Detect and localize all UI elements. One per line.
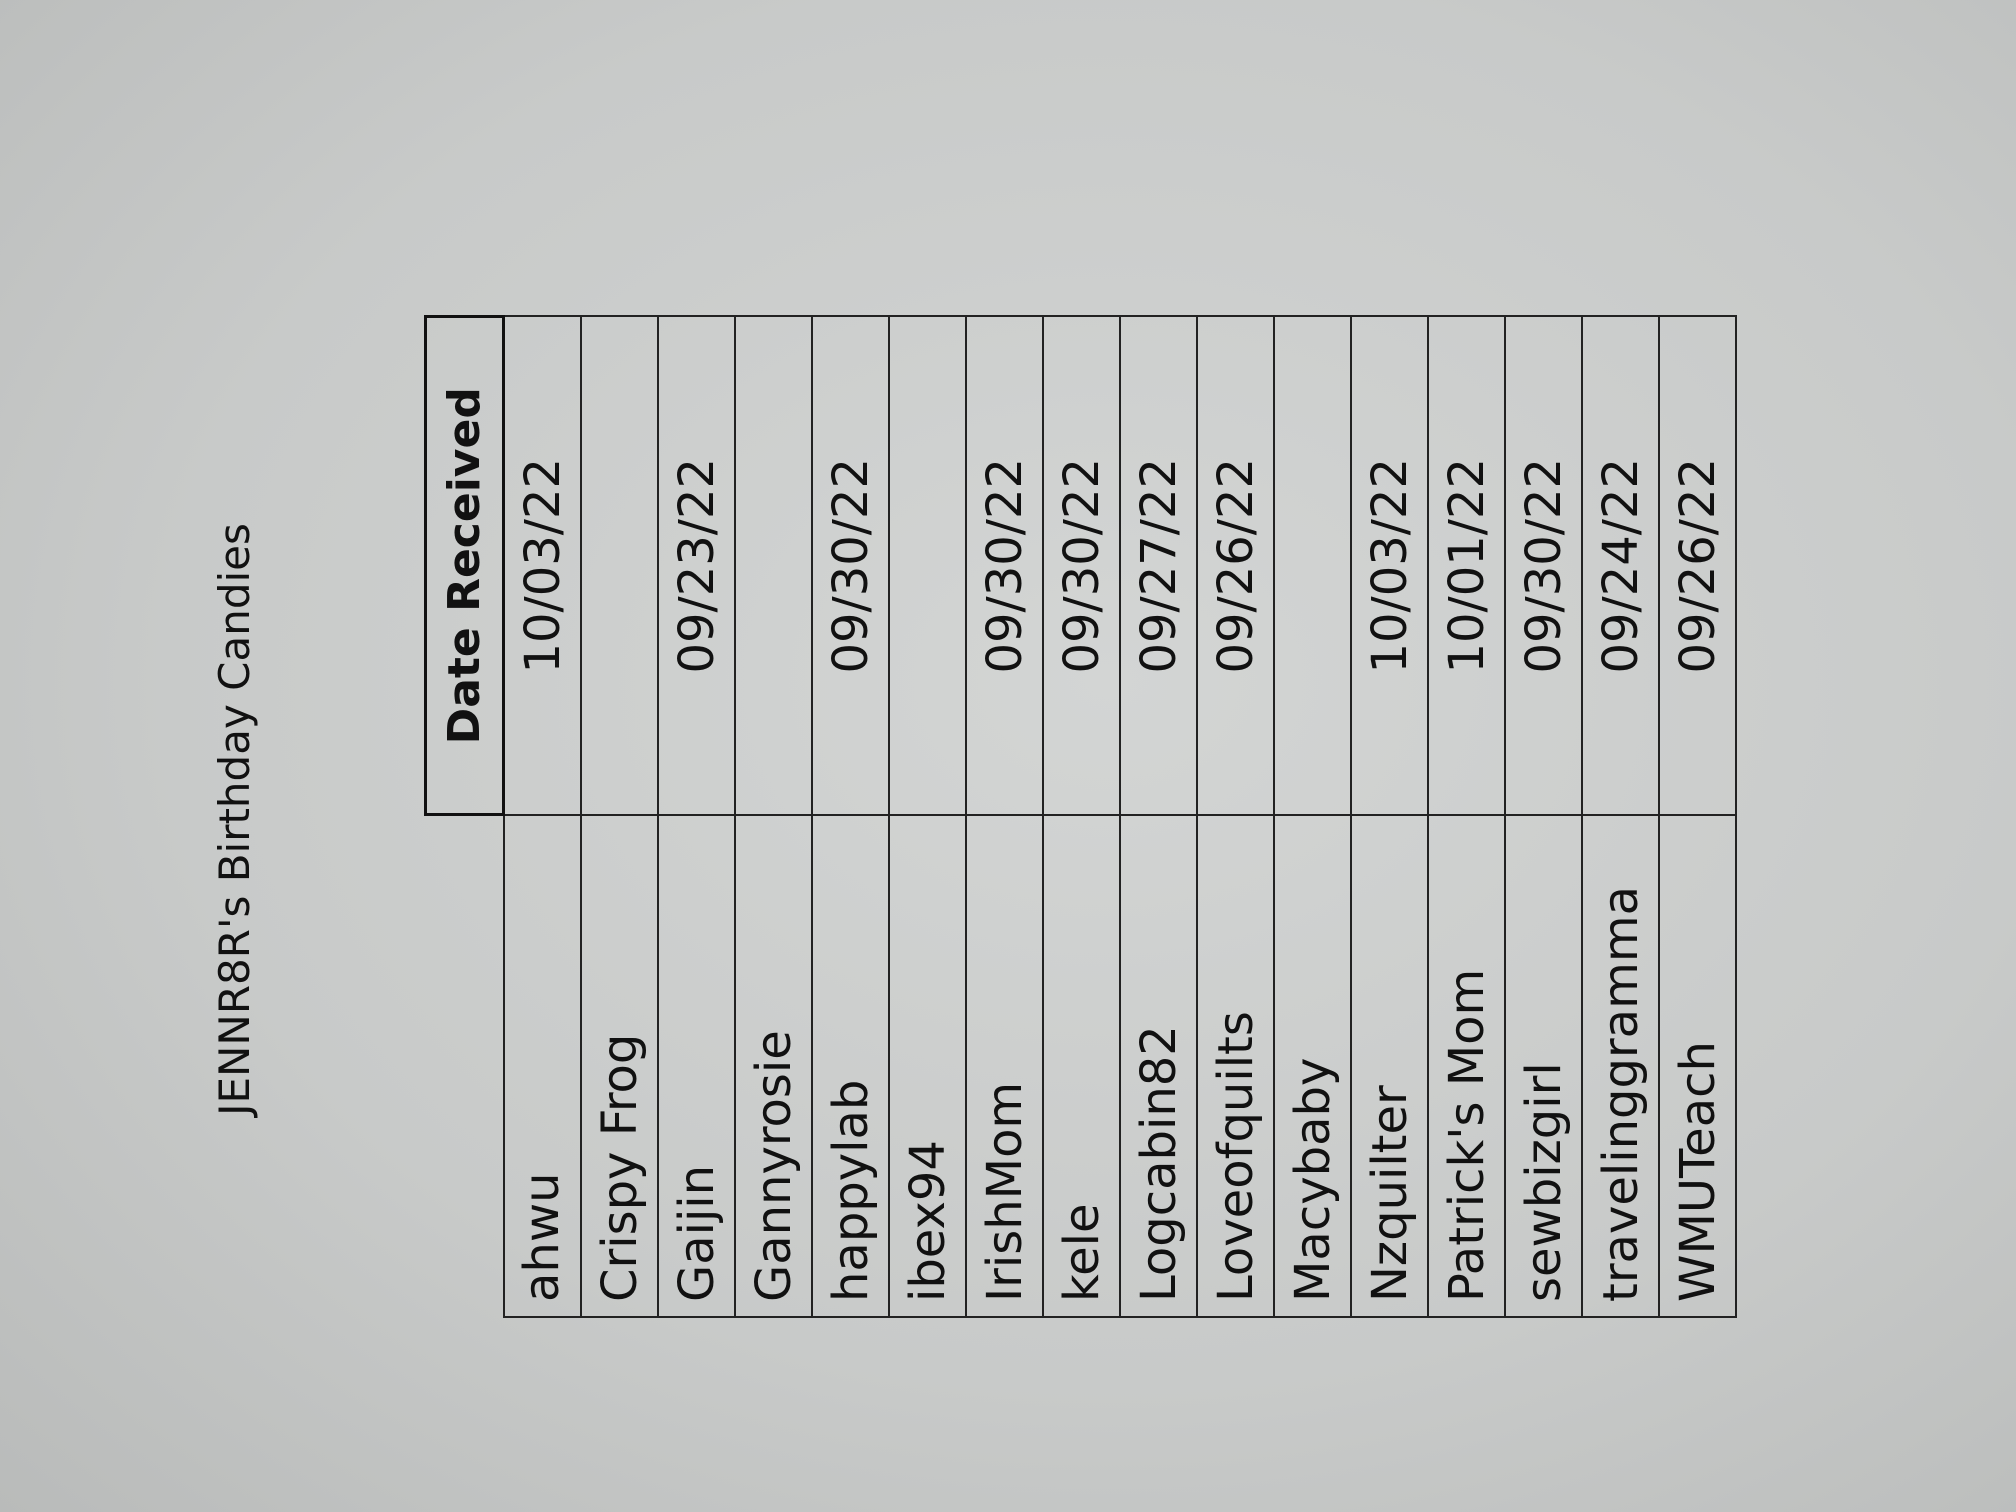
date-cell [889,316,966,815]
table-row: Gaijin 09/23/22 [658,316,735,1317]
name-cell: Loveofquilts [1197,815,1274,1317]
date-cell: 09/30/22 [1505,316,1582,815]
date-cell: 09/27/22 [1120,316,1197,815]
name-cell: Gannyrosie [735,815,812,1317]
table-row: Crispy Frog [581,316,658,1317]
name-cell: Nzquilter [1351,815,1428,1317]
table-row: ibex94 [889,316,966,1317]
date-cell [581,316,658,815]
name-cell: Gaijin [658,815,735,1317]
date-cell [735,316,812,815]
table-row: Loveofquilts 09/26/22 [1197,316,1274,1317]
date-cell [1274,316,1351,815]
date-cell: 09/30/22 [966,316,1043,815]
date-cell: 10/03/22 [503,316,581,815]
date-cell: 09/30/22 [812,316,889,815]
header-row: Date Received [425,316,504,1318]
table-row: Logcabin82 09/27/22 [1120,316,1197,1317]
name-cell: Crispy Frog [581,815,658,1317]
table-row: IrishMom 09/30/22 [966,316,1043,1317]
name-cell: Logcabin82 [1120,815,1197,1317]
name-header-blank [426,815,504,1317]
name-cell: WMUTeach [1659,815,1736,1317]
table-row: Gannyrosie [735,316,812,1317]
name-cell: happylab [812,815,889,1317]
date-cell: 09/23/22 [658,316,735,815]
name-cell: ahwu [503,815,581,1317]
name-cell: kele [1043,815,1120,1317]
table-row: WMUTeach 09/26/22 [1659,316,1736,1317]
date-cell: 09/30/22 [1043,316,1120,815]
table-row: ahwu 10/03/22 [503,316,581,1317]
date-cell: 10/01/22 [1428,316,1505,815]
table-row: Nzquilter 10/03/22 [1351,316,1428,1317]
name-cell: Macybaby [1274,815,1351,1317]
table-row: Patrick's Mom 10/01/22 [1428,316,1505,1317]
table-row: Macybaby [1274,316,1351,1317]
date-cell: 09/24/22 [1582,316,1659,815]
date-cell: 09/26/22 [1659,316,1736,815]
name-cell: travelinggramma [1582,815,1659,1317]
name-cell: Patrick's Mom [1428,815,1505,1317]
table-row: happylab 09/30/22 [812,316,889,1317]
name-cell: sewbizgirl [1505,815,1582,1317]
date-received-header: Date Received [425,316,504,815]
document-title: JENNR8R's Birthday Candies [210,523,259,1116]
name-cell: IrishMom [966,815,1043,1317]
table-row: sewbizgirl 09/30/22 [1505,316,1582,1317]
table-row: travelinggramma 09/24/22 [1582,316,1659,1317]
name-cell: ibex94 [889,815,966,1317]
date-cell: 09/26/22 [1197,316,1274,815]
candies-table: Date Received ahwu 10/03/22 Crispy Frog Gai… [424,315,1737,1318]
table-row: kele 09/30/22 [1043,316,1120,1317]
date-cell: 10/03/22 [1351,316,1428,815]
